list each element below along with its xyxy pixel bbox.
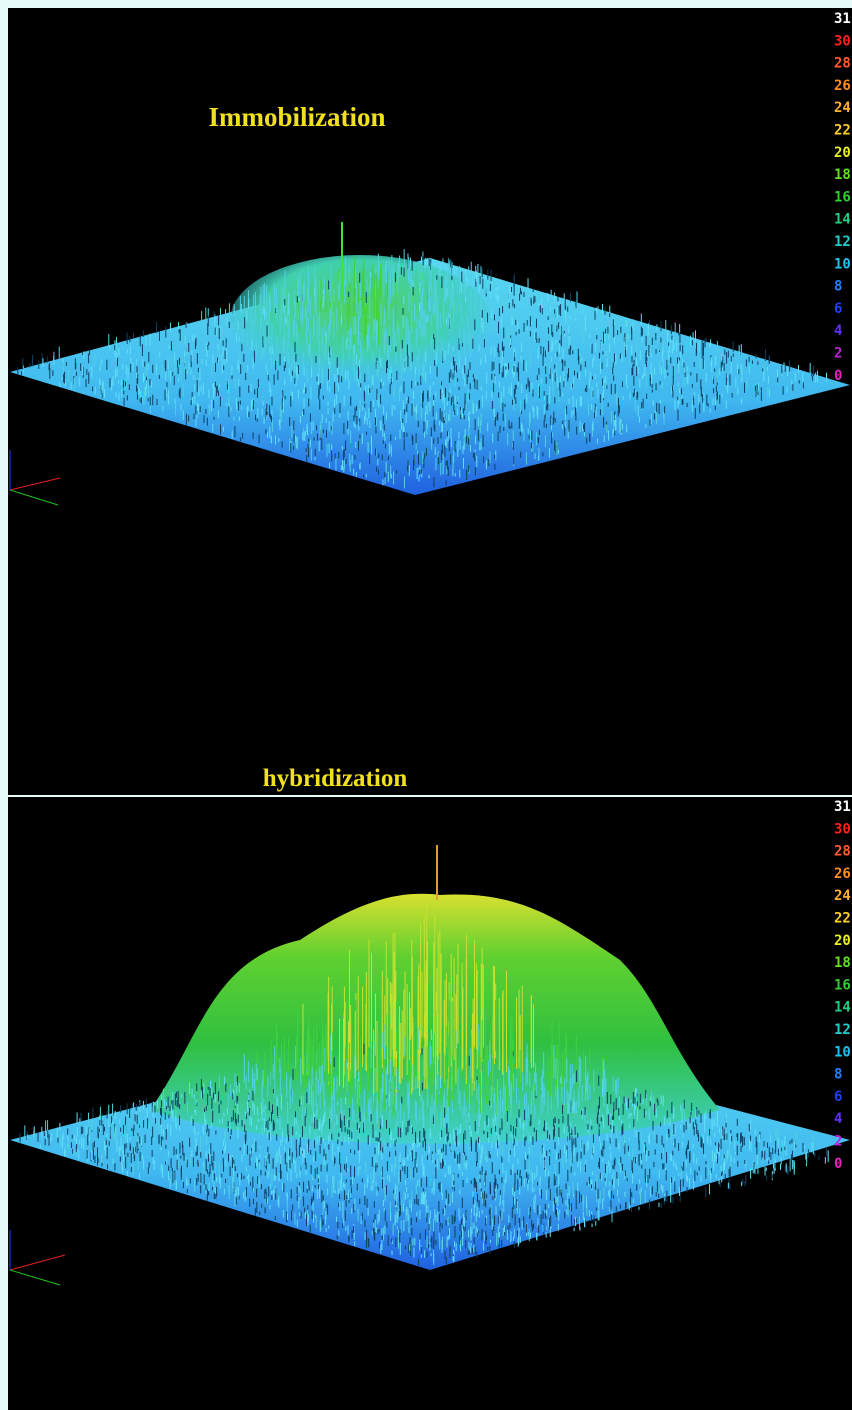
figure: Immobilization hybridization 31302826242… <box>0 0 852 1410</box>
